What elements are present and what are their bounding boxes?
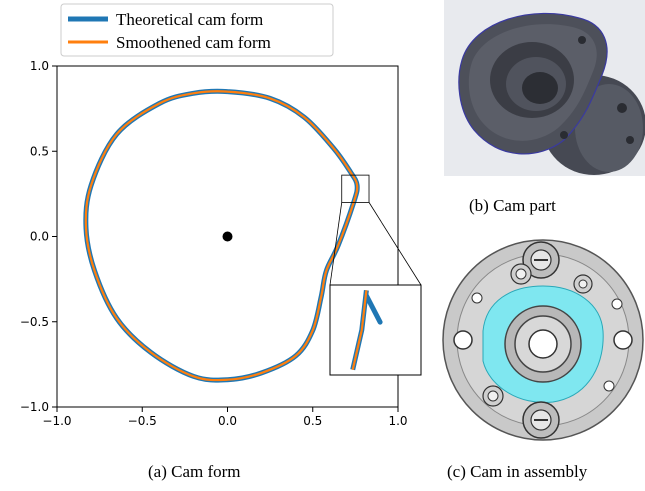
cam-assembly-image bbox=[442, 239, 644, 441]
cam-form-chart: −1.0−1.0 −0.5 −0.5 0.0 0.0 0.5 0.5 1.0 1.0 Theor… bbox=[20, 3, 422, 428]
mount-hole-icon bbox=[613, 330, 633, 350]
x-tick-label: −1.0 bbox=[42, 414, 71, 428]
assembly-hub-bore bbox=[528, 329, 558, 359]
caption-b: (b) Cam part bbox=[469, 196, 556, 215]
mount-hole-icon bbox=[603, 380, 615, 392]
small-roller-icon bbox=[482, 385, 504, 407]
top-roller-icon bbox=[522, 241, 560, 279]
series-smoothened-line bbox=[84, 90, 359, 382]
axis-ticks: −1.0−1.0 −0.5 −0.5 0.0 0.0 0.5 0.5 1.0 1.0 bbox=[20, 59, 408, 428]
inset-frame bbox=[329, 284, 422, 376]
mount-hole-icon bbox=[471, 292, 483, 304]
cam-bore-core bbox=[522, 72, 558, 104]
cam-curves bbox=[83, 88, 360, 383]
sleeve-hole-icon bbox=[617, 103, 627, 113]
mount-hole-icon bbox=[611, 298, 623, 310]
legend-label-smoothened: Smoothened cam form bbox=[116, 33, 271, 52]
x-tick-label: 0.5 bbox=[303, 414, 322, 428]
legend: Theoretical cam form Smoothened cam form bbox=[60, 3, 334, 57]
y-tick-label: 1.0 bbox=[30, 59, 49, 73]
zoom-connector bbox=[368, 202, 422, 286]
caption-c: (c) Cam in assembly bbox=[447, 462, 588, 481]
bottom-roller-icon bbox=[522, 401, 560, 439]
small-roller-icon bbox=[510, 263, 532, 285]
cam-hole-icon bbox=[560, 131, 568, 139]
caption-a: (a) Cam form bbox=[148, 462, 241, 481]
zoom-connector bbox=[329, 202, 343, 286]
mount-hole-icon bbox=[453, 330, 473, 350]
y-tick-label: −0.5 bbox=[20, 315, 49, 329]
cam-hole-icon bbox=[578, 36, 586, 44]
series-theoretical-line bbox=[83, 88, 360, 383]
y-tick-label: −1.0 bbox=[20, 400, 49, 414]
zoom-box bbox=[329, 174, 422, 286]
small-roller-icon bbox=[573, 274, 593, 294]
legend-frame bbox=[60, 3, 334, 57]
x-tick-label: −0.5 bbox=[128, 414, 157, 428]
inset-smoothened-line bbox=[351, 290, 368, 370]
sleeve-hole-icon bbox=[626, 136, 634, 144]
center-point bbox=[222, 231, 233, 242]
cam-part-image bbox=[444, 0, 645, 176]
x-tick-label: 0.0 bbox=[218, 414, 237, 428]
y-tick-label: 0.5 bbox=[30, 144, 49, 158]
y-tick-label: 0.0 bbox=[30, 230, 49, 244]
x-tick-label: 1.0 bbox=[388, 414, 407, 428]
inset-plot bbox=[329, 284, 422, 376]
inset-theoretical-tip bbox=[363, 293, 383, 325]
zoom-region bbox=[341, 174, 370, 203]
legend-label-theoretical: Theoretical cam form bbox=[116, 10, 263, 29]
